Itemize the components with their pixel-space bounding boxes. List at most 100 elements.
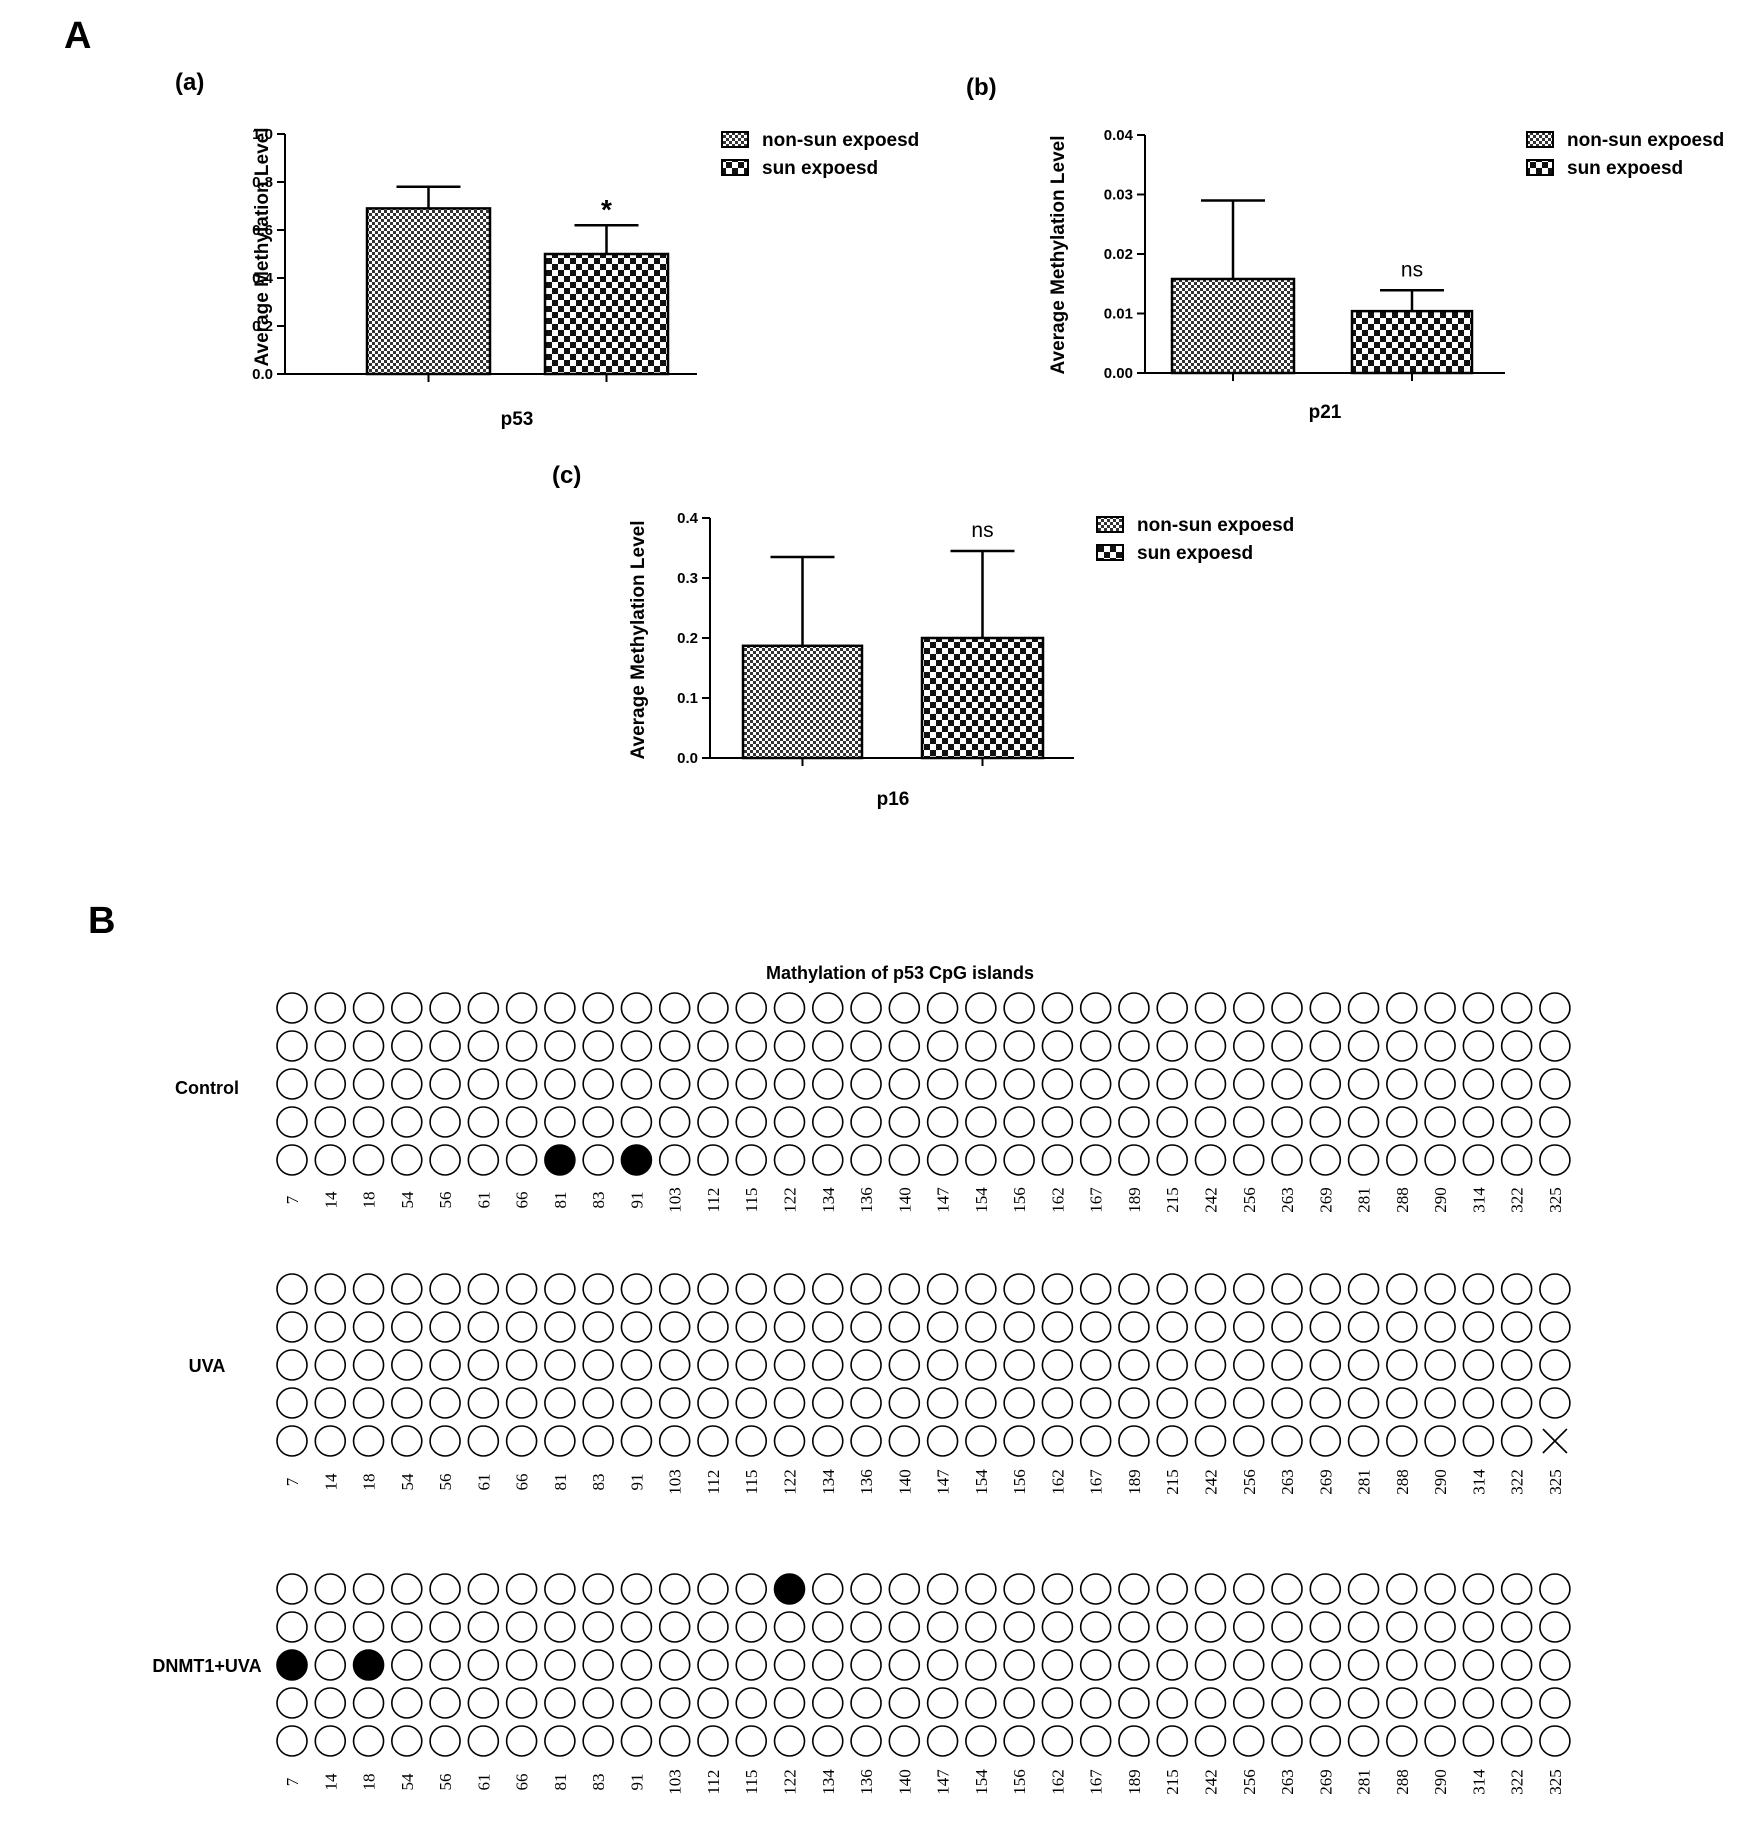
cpg-site-unmethylated — [1462, 1649, 1495, 1681]
cpg-site-unmethylated — [1118, 1649, 1150, 1681]
cpg-site-unmethylated — [1194, 1425, 1227, 1457]
cpg-site-unmethylated — [773, 992, 806, 1024]
panel-letter-a-main: A — [64, 15, 91, 57]
cpg-position-label: 54 — [398, 1773, 417, 1791]
cpg-site-unmethylated — [697, 1106, 729, 1138]
cpg-site-unmethylated — [467, 1030, 500, 1062]
cpg-site-unmethylated — [773, 1106, 806, 1138]
cpg-site-unmethylated — [1309, 1573, 1342, 1605]
cpg-site-unmethylated — [582, 1273, 614, 1305]
cpg-position-label: 56 — [436, 1192, 455, 1209]
cpg-site-unmethylated — [391, 1687, 423, 1719]
legend-swatch-2 — [1096, 544, 1124, 561]
cpg-site-unmethylated — [352, 1030, 385, 1062]
cpg-site-unmethylated — [697, 1273, 729, 1305]
cpg-site-unmethylated — [620, 1687, 653, 1719]
cpg-site-unmethylated — [735, 992, 768, 1024]
cpg-site-unmethylated — [1424, 1387, 1456, 1419]
legend-entry-1: non-sun expoesd — [1137, 515, 1294, 536]
cpg-position-label: 322 — [1508, 1187, 1527, 1213]
cpg-site-unmethylated — [1462, 1349, 1495, 1381]
cpg-site-unmethylated — [1271, 992, 1303, 1024]
x-axis-label: p16 — [877, 789, 910, 810]
cpg-site-unmethylated — [1309, 1349, 1342, 1381]
y-tick-label: 0.01 — [1104, 306, 1133, 323]
cpg-position-label: 140 — [895, 1769, 914, 1795]
cpg-site-unmethylated — [735, 1573, 768, 1605]
cpg-site-unmethylated — [352, 1387, 385, 1419]
cpg-position-label: 91 — [627, 1192, 646, 1209]
cpg-site-unmethylated — [1347, 1144, 1380, 1176]
cpg-site-unmethylated — [1079, 1311, 1112, 1343]
cpg-site-unmethylated — [888, 1687, 921, 1719]
cpg-site-unmethylated — [965, 1611, 997, 1643]
cpg-site-unmethylated — [620, 1573, 653, 1605]
cpg-position-label: 189 — [1125, 1187, 1144, 1213]
cpg-site-unmethylated — [811, 1311, 844, 1343]
cpg-position-label: 154 — [972, 1769, 991, 1795]
legend-swatch-1 — [1096, 516, 1124, 533]
cpg-site-unmethylated — [544, 1425, 576, 1457]
cpg-site-unmethylated — [1424, 1311, 1456, 1343]
cpg-site-unmethylated — [582, 1387, 614, 1419]
cpg-site-unmethylated — [1500, 992, 1533, 1024]
cpg-site-unmethylated — [1386, 1311, 1418, 1343]
cpg-site-unmethylated — [1156, 1030, 1189, 1062]
cpg-site-unmethylated — [1003, 1425, 1035, 1457]
cpg-site-unmethylated — [1539, 1106, 1571, 1138]
cpg-site-unmethylated — [276, 1106, 308, 1138]
cpg-site-unmethylated — [429, 1349, 461, 1381]
cpg-site-unmethylated — [1041, 1611, 1074, 1643]
cpg-site-unmethylated — [1500, 1687, 1533, 1719]
cpg-site-unmethylated — [1079, 1725, 1112, 1757]
y-tick-label: 0.2 — [677, 630, 698, 647]
cpg-position-label: 81 — [551, 1474, 570, 1491]
cpg-site-unmethylated — [1079, 1030, 1112, 1062]
cpg-site-unmethylated — [467, 1611, 500, 1643]
cpg-site-unmethylated — [926, 1425, 959, 1457]
significance-label: ns — [1401, 258, 1423, 281]
y-tick-label: 0.3 — [677, 570, 698, 587]
cpg-position-label: 112 — [704, 1188, 723, 1213]
cpg-site-unmethylated — [276, 1144, 308, 1176]
legend-entry-1: non-sun expoesd — [762, 130, 919, 151]
cpg-site-unmethylated — [429, 1387, 461, 1419]
cpg-site-unmethylated — [467, 1273, 500, 1305]
legend-entry-2: sun expoesd — [762, 158, 878, 179]
cpg-site-unmethylated — [1194, 1649, 1227, 1681]
y-tick-label: 0.00 — [1104, 365, 1133, 382]
cpg-site-unmethylated — [1232, 1349, 1265, 1381]
cpg-site-unmethylated — [1424, 1349, 1456, 1381]
cpg-site-unmethylated — [965, 1687, 997, 1719]
cpg-site-unmethylated — [391, 1649, 423, 1681]
cpg-site-unmethylated — [1309, 1387, 1342, 1419]
cpg-site-unmethylated — [1271, 1687, 1303, 1719]
cpg-position-label: 56 — [436, 1774, 455, 1791]
cpg-title: Mathylation of p53 CpG islands — [766, 963, 1034, 983]
panel-label-b: (b) — [966, 74, 997, 101]
cpg-site-unmethylated — [1041, 1273, 1074, 1305]
cpg-site-unmethylated — [544, 1387, 576, 1419]
cpg-position-label: 281 — [1355, 1469, 1374, 1495]
cpg-position-label: 322 — [1508, 1769, 1527, 1795]
cpg-site-unmethylated — [1194, 1144, 1227, 1176]
cpg-position-label: 154 — [972, 1469, 991, 1495]
cpg-site-unmethylated — [544, 1725, 576, 1757]
cpg-site-unmethylated — [811, 992, 844, 1024]
cpg-site-unmethylated — [773, 1611, 806, 1643]
cpg-site-unmethylated — [1003, 1573, 1035, 1605]
y-tick-label: 0.6 — [252, 222, 273, 239]
cpg-site-unmethylated — [505, 1573, 538, 1605]
cpg-site-unmethylated — [429, 1144, 461, 1176]
cpg-site-unmethylated — [314, 1144, 347, 1176]
cpg-position-label: 136 — [857, 1187, 876, 1213]
cpg-site-unmethylated — [544, 1311, 576, 1343]
y-axis-label: Average Methylation Level — [252, 128, 273, 367]
cpg-position-label: 14 — [321, 1773, 340, 1791]
cpg-site-unmethylated — [1118, 1030, 1150, 1062]
cpg-site-unmethylated — [505, 1311, 538, 1343]
cpg-site-unmethylated — [1156, 1573, 1189, 1605]
legend-entry-2: sun expoesd — [1137, 543, 1253, 564]
cpg-position-label: 115 — [742, 1470, 761, 1495]
